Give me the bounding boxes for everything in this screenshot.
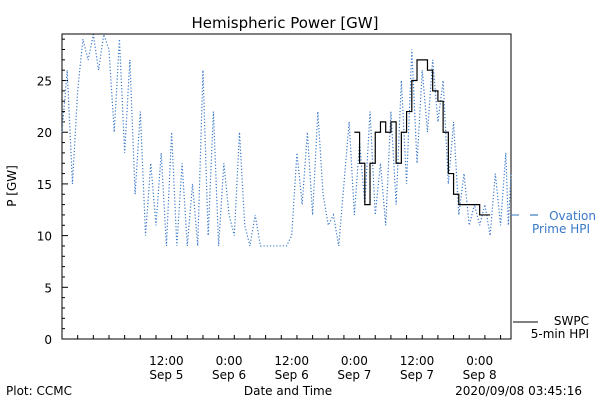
footer-timestamp: 2020/09/08 03:45:16 [455, 384, 582, 398]
x-tick-time-label: 12:00 [149, 354, 184, 368]
x-tick-date-label: Sep 7 [337, 368, 371, 382]
y-tick-label: 10 [37, 230, 52, 244]
x-axis-label: Date and Time [244, 384, 332, 398]
legend-ovation-line1: Ovation [549, 209, 596, 223]
x-tick-time-label: 12:00 [274, 354, 309, 368]
legend-ovation-line2: Prime HPI [532, 222, 590, 236]
y-tick-label: 5 [44, 281, 52, 295]
chart-title: Hemispheric Power [GW] [192, 14, 379, 32]
y-tick-label: 15 [37, 178, 52, 192]
x-tick-time-label: 12:00 [400, 354, 435, 368]
series-layer [61, 34, 512, 247]
legend-swpc-line2: 5-min HPI [531, 327, 589, 341]
y-axis: 0 5 10 15 20 25 [37, 38, 68, 347]
x-tick-date-label: Sep 5 [149, 368, 183, 382]
x-tick-time-label: 0:00 [341, 354, 368, 368]
legend-swpc: SWPC 5-min HPI [513, 314, 589, 341]
x-tick-date-label: Sep 6 [275, 368, 309, 382]
x-tick-date-label: Sep 8 [463, 368, 497, 382]
series-line-0 [61, 34, 512, 247]
plot-area-frame [61, 33, 512, 340]
x-tick-date-label: Sep 7 [400, 368, 434, 382]
series-line-1 [354, 59, 491, 216]
y-tick-label: 20 [37, 126, 52, 140]
footer-plot-credit: Plot: CCMC [6, 384, 72, 398]
x-tick-date-label: Sep 6 [212, 368, 246, 382]
legend-ovation-prime: Ovation Prime HPI [511, 209, 596, 236]
y-tick-label: 0 [44, 333, 52, 347]
x-tick-time-label: 0:00 [216, 354, 243, 368]
x-tick-time-label: 0:00 [466, 354, 493, 368]
y-axis-label: P [GW] [5, 165, 19, 207]
legend-swpc-line1: SWPC [554, 314, 589, 328]
y-tick-label: 25 [37, 75, 52, 89]
